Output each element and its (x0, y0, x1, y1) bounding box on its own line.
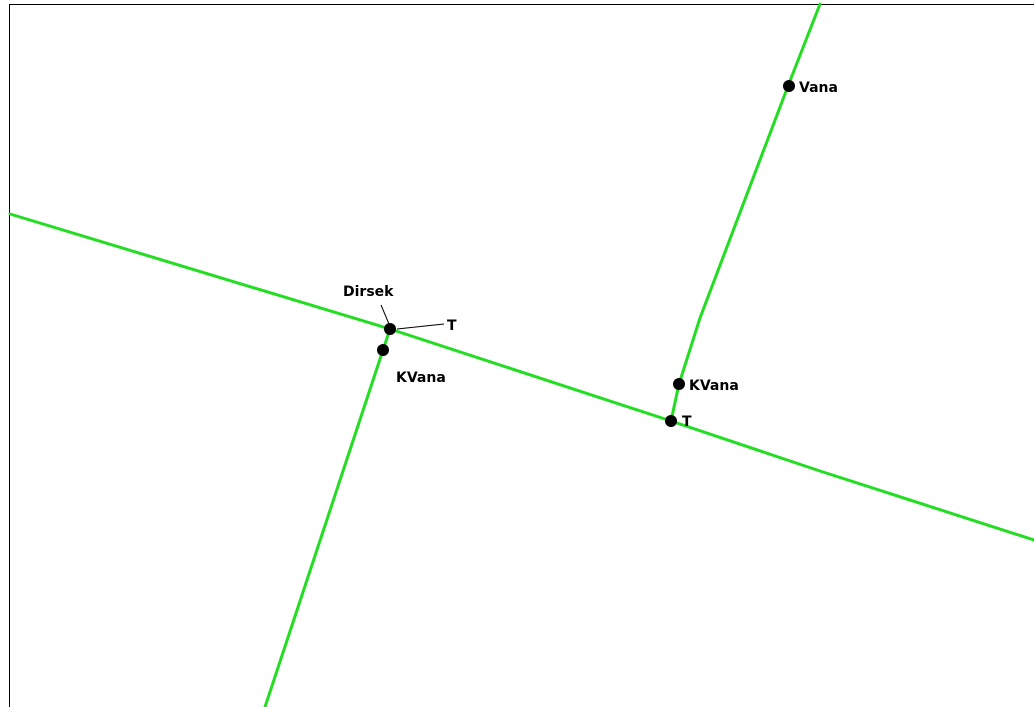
node-label: KVana (396, 370, 446, 386)
node-label: KVana (689, 378, 739, 394)
node-point (377, 344, 389, 356)
node-label: T (447, 318, 457, 334)
node-point (665, 415, 677, 427)
node-point (384, 323, 396, 335)
leader-line (380, 304, 390, 325)
right-branch-pipe (669, 2, 822, 423)
node-point (783, 80, 795, 92)
node-label: Dirsek (343, 284, 394, 300)
node-label: Vana (799, 80, 838, 96)
node-point (673, 378, 685, 390)
leader-line (396, 323, 445, 330)
node-label: T (682, 414, 692, 430)
